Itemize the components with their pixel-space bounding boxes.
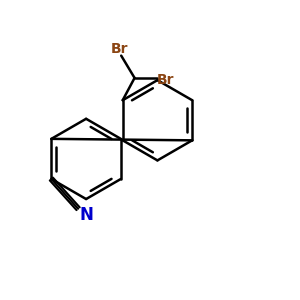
Text: Br: Br bbox=[111, 42, 128, 56]
Text: Br: Br bbox=[157, 73, 175, 87]
Text: N: N bbox=[80, 206, 93, 224]
